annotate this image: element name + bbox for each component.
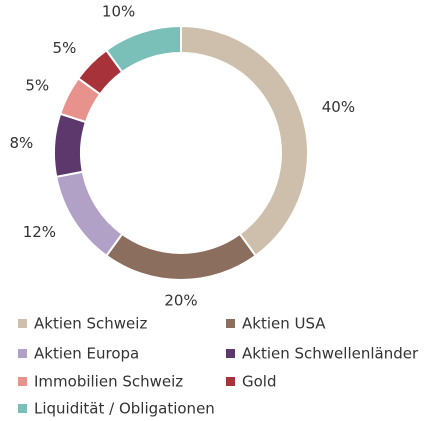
donut-segment xyxy=(55,170,124,258)
donut-segment xyxy=(104,24,182,74)
data-label: 5% xyxy=(53,39,77,57)
legend-swatch xyxy=(226,377,235,386)
legend-label: Liquidität / Obligationen xyxy=(34,400,215,418)
legend-label: Aktien USA xyxy=(242,315,326,333)
donut-segment xyxy=(180,24,309,258)
legend-swatch xyxy=(18,377,27,386)
data-label: 40% xyxy=(322,98,355,116)
legend-swatch xyxy=(226,349,235,358)
legend-label: Immobilien Schweiz xyxy=(34,373,183,391)
data-label: 10% xyxy=(102,3,135,21)
legend-label: Aktien Schweiz xyxy=(34,315,147,333)
data-label: 12% xyxy=(23,223,56,241)
data-label: 20% xyxy=(164,292,197,310)
data-label: 5% xyxy=(25,76,49,94)
legend-swatch xyxy=(18,404,27,413)
legend-label: Aktien Europa xyxy=(34,345,139,363)
legend-label: Aktien Schwellenländer xyxy=(242,345,419,363)
donut-segment xyxy=(104,232,258,281)
legend-label: Gold xyxy=(242,373,277,391)
legend-swatch xyxy=(226,319,235,328)
donut-segment xyxy=(53,112,88,178)
legend-swatch xyxy=(18,319,27,328)
legend-swatch xyxy=(18,349,27,358)
data-label: 8% xyxy=(9,134,33,152)
